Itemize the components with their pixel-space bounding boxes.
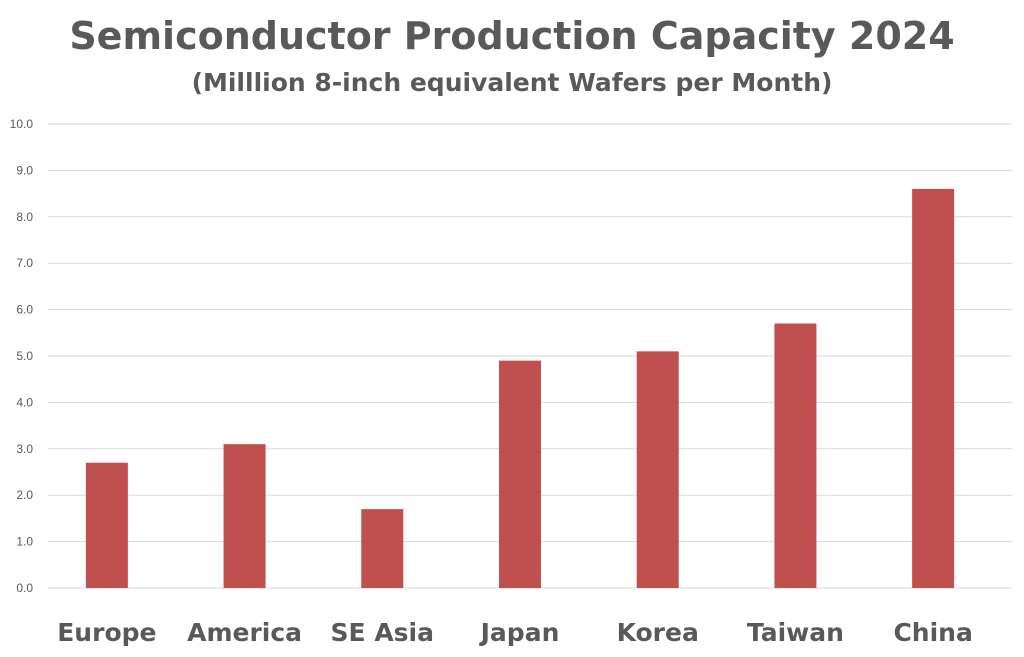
bar-europe [85, 462, 128, 588]
bar-america [223, 444, 266, 588]
y-tick-label: 7.0 [16, 256, 33, 270]
x-category-label: China [893, 618, 972, 647]
chart-subtitle: (Milllion 8-inch equivalent Wafers per M… [191, 68, 833, 97]
y-tick-label: 4.0 [16, 395, 33, 409]
y-tick-label: 5.0 [16, 349, 33, 363]
y-tick-label: 9.0 [16, 163, 33, 177]
x-category-label: Korea [617, 618, 699, 647]
bar-korea [636, 351, 679, 588]
x-category-label: Taiwan [747, 618, 844, 647]
x-category-label: Europe [57, 618, 156, 647]
bar-japan [499, 360, 541, 588]
bar-taiwan [774, 323, 817, 588]
y-tick-label: 2.0 [16, 488, 33, 502]
x-category-label: SE Asia [331, 618, 434, 647]
bar-china [912, 188, 955, 588]
y-tick-label: 3.0 [16, 442, 33, 456]
y-tick-label: 6.0 [16, 303, 33, 317]
x-category-label: America [187, 618, 302, 647]
chart-title: Semiconductor Production Capacity 2024 [69, 14, 955, 58]
x-category-label: Japan [479, 618, 560, 647]
y-tick-label: 10.0 [10, 117, 34, 131]
bar-se-asia [361, 509, 404, 588]
y-tick-label: 8.0 [16, 210, 33, 224]
y-tick-label: 1.0 [16, 535, 33, 549]
y-tick-label: 0.0 [16, 581, 33, 595]
